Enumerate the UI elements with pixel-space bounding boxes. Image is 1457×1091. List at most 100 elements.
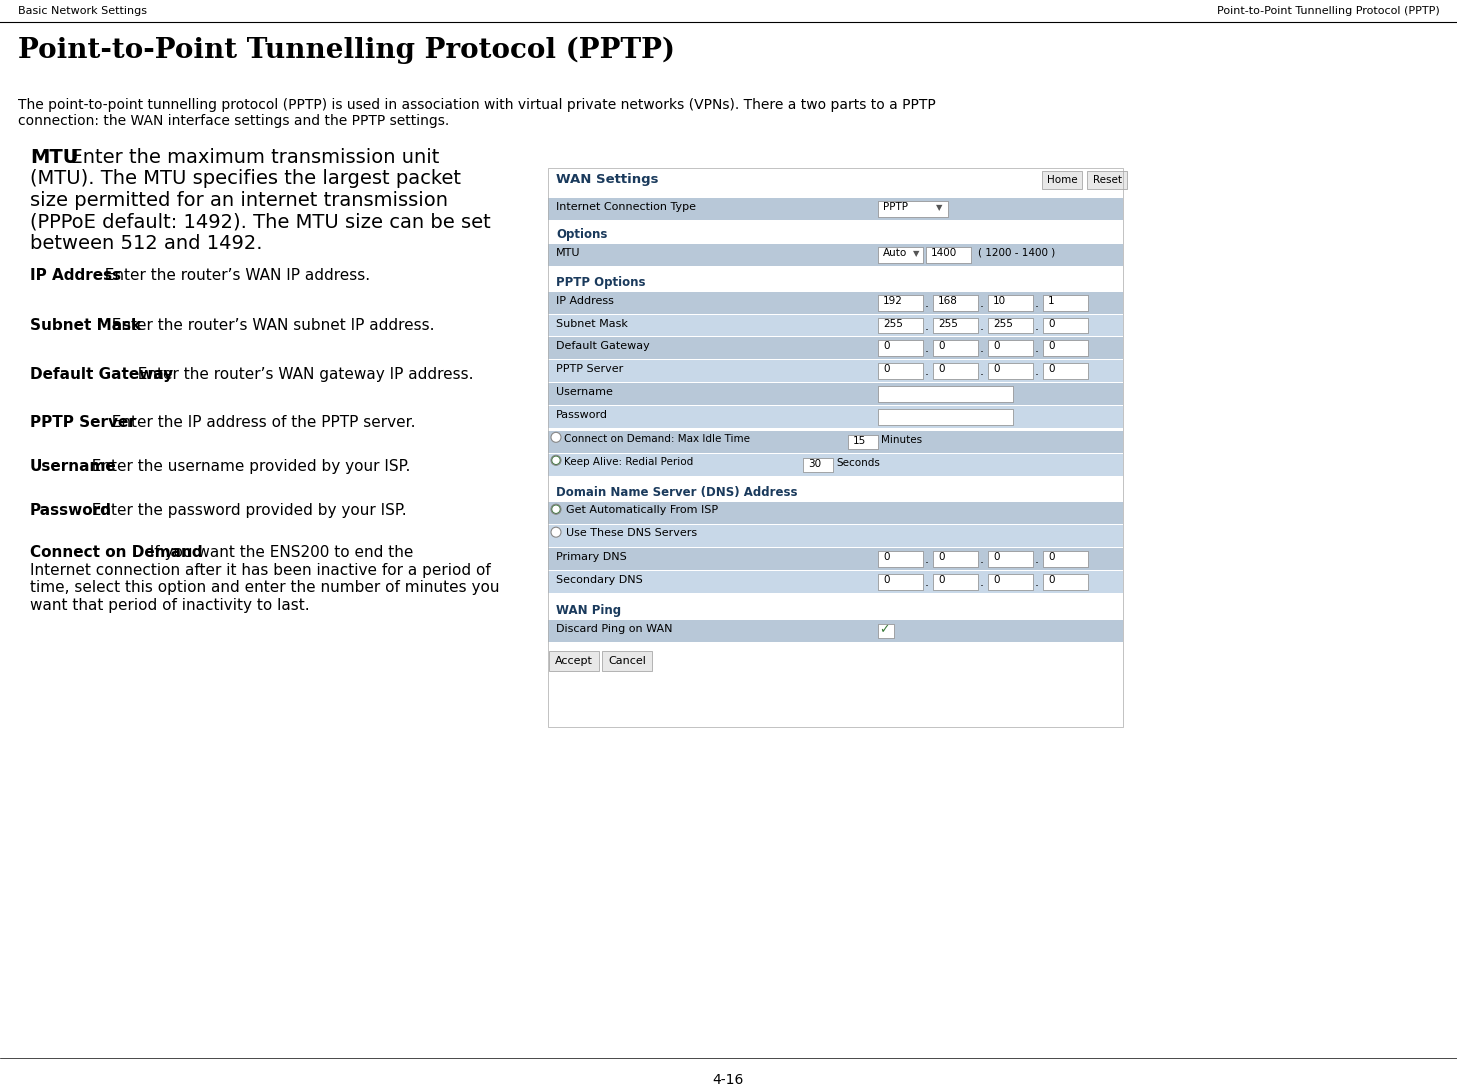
Bar — [932, 317, 978, 334]
Bar — [548, 525, 1123, 548]
Text: Enter the IP address of the PPTP server.: Enter the IP address of the PPTP server. — [102, 416, 415, 430]
Bar — [548, 620, 1123, 642]
Text: Default Gateway: Default Gateway — [557, 341, 650, 351]
Bar — [932, 340, 978, 357]
Text: 0: 0 — [1048, 341, 1055, 351]
Text: 0: 0 — [994, 552, 1000, 562]
Text: .: . — [981, 297, 983, 310]
Bar — [848, 435, 879, 449]
Bar — [1043, 363, 1088, 380]
Text: 0: 0 — [1048, 319, 1055, 328]
Text: time, select this option and enter the number of minutes you: time, select this option and enter the n… — [31, 580, 500, 596]
Text: 1: 1 — [1048, 296, 1055, 305]
Text: Get Automatically From ISP: Get Automatically From ISP — [565, 505, 718, 515]
Bar — [548, 454, 1123, 477]
Bar — [988, 363, 1033, 380]
Text: 0: 0 — [883, 575, 890, 585]
Bar — [548, 314, 1123, 336]
Text: between 512 and 1492.: between 512 and 1492. — [31, 235, 262, 253]
Circle shape — [554, 457, 559, 464]
Text: 0: 0 — [938, 364, 944, 374]
Bar — [932, 574, 978, 590]
Text: .: . — [981, 343, 983, 356]
Text: PPTP Server: PPTP Server — [557, 364, 624, 374]
Bar — [548, 406, 1123, 429]
Text: .: . — [981, 553, 983, 566]
Text: PPTP Options: PPTP Options — [557, 276, 645, 289]
Text: PPTP Server: PPTP Server — [31, 416, 136, 430]
Text: 255: 255 — [994, 319, 1013, 328]
Text: 10: 10 — [994, 296, 1007, 305]
Bar — [1043, 295, 1088, 311]
Text: .: . — [1034, 297, 1039, 310]
Text: PPTP: PPTP — [883, 202, 908, 212]
Text: Default Gateway: Default Gateway — [31, 368, 173, 383]
Text: Connect on Demand: Connect on Demand — [31, 546, 203, 560]
Text: 15: 15 — [852, 436, 867, 446]
Text: 0: 0 — [938, 341, 944, 351]
Text: Subnet Mask: Subnet Mask — [557, 319, 628, 328]
Text: If you want the ENS200 to end the: If you want the ENS200 to end the — [140, 546, 414, 560]
Circle shape — [551, 455, 561, 465]
Text: Enter the maximum transmission unit: Enter the maximum transmission unit — [57, 147, 439, 167]
Text: Password: Password — [31, 503, 112, 518]
Text: Use These DNS Servers: Use These DNS Servers — [565, 528, 696, 538]
Bar — [548, 168, 1123, 727]
Text: Username: Username — [557, 387, 613, 397]
Bar — [879, 247, 922, 263]
Bar — [548, 502, 1123, 524]
Text: size permitted for an internet transmission: size permitted for an internet transmiss… — [31, 191, 447, 211]
Bar — [548, 168, 1123, 727]
Text: 0: 0 — [938, 552, 944, 562]
Text: Basic Network Settings: Basic Network Settings — [17, 5, 147, 16]
Text: ✓: ✓ — [879, 623, 890, 636]
Bar — [932, 295, 978, 311]
Text: .: . — [1034, 343, 1039, 356]
Text: WAN Settings: WAN Settings — [557, 172, 659, 185]
Text: Enter the password provided by your ISP.: Enter the password provided by your ISP. — [82, 503, 407, 518]
Bar — [988, 340, 1033, 357]
Bar — [548, 243, 1123, 265]
Bar — [879, 295, 922, 311]
Text: Internet connection after it has been inactive for a period of: Internet connection after it has been in… — [31, 563, 491, 578]
Bar — [988, 574, 1033, 590]
Text: WAN Ping: WAN Ping — [557, 604, 621, 618]
Bar — [988, 295, 1033, 311]
Text: 0: 0 — [994, 364, 1000, 374]
Text: .: . — [1034, 320, 1039, 333]
Text: Auto: Auto — [883, 248, 908, 257]
Bar — [548, 337, 1123, 359]
Text: 0: 0 — [1048, 364, 1055, 374]
Circle shape — [551, 527, 561, 537]
Bar — [548, 291, 1123, 313]
Bar — [879, 363, 922, 380]
Text: 168: 168 — [938, 296, 957, 305]
Bar — [548, 571, 1123, 594]
Text: 0: 0 — [938, 575, 944, 585]
Text: 30: 30 — [809, 459, 822, 469]
Bar — [548, 360, 1123, 383]
Bar — [879, 386, 1013, 403]
Text: Username: Username — [31, 459, 117, 475]
Bar — [932, 551, 978, 567]
Text: 0: 0 — [1048, 552, 1055, 562]
Bar — [879, 201, 949, 217]
Text: 0: 0 — [883, 364, 890, 374]
Bar — [548, 197, 1123, 219]
Text: Enter the router’s WAN IP address.: Enter the router’s WAN IP address. — [95, 267, 370, 283]
Text: 1400: 1400 — [931, 248, 957, 257]
Text: Subnet Mask: Subnet Mask — [31, 317, 141, 333]
Text: Minutes: Minutes — [881, 435, 922, 445]
Text: Primary DNS: Primary DNS — [557, 552, 627, 562]
Bar — [988, 551, 1033, 567]
Text: .: . — [925, 320, 930, 333]
Text: .: . — [1034, 365, 1039, 379]
Text: Point-to-Point Tunnelling Protocol (PPTP): Point-to-Point Tunnelling Protocol (PPTP… — [17, 37, 675, 64]
Text: Enter the router’s WAN gateway IP address.: Enter the router’s WAN gateway IP addres… — [128, 368, 474, 383]
Text: Secondary DNS: Secondary DNS — [557, 575, 643, 585]
Bar — [927, 247, 970, 263]
Text: .: . — [925, 343, 930, 356]
Text: Enter the router’s WAN subnet IP address.: Enter the router’s WAN subnet IP address… — [102, 317, 434, 333]
Text: IP Address: IP Address — [31, 267, 121, 283]
Text: ▼: ▼ — [914, 249, 919, 257]
